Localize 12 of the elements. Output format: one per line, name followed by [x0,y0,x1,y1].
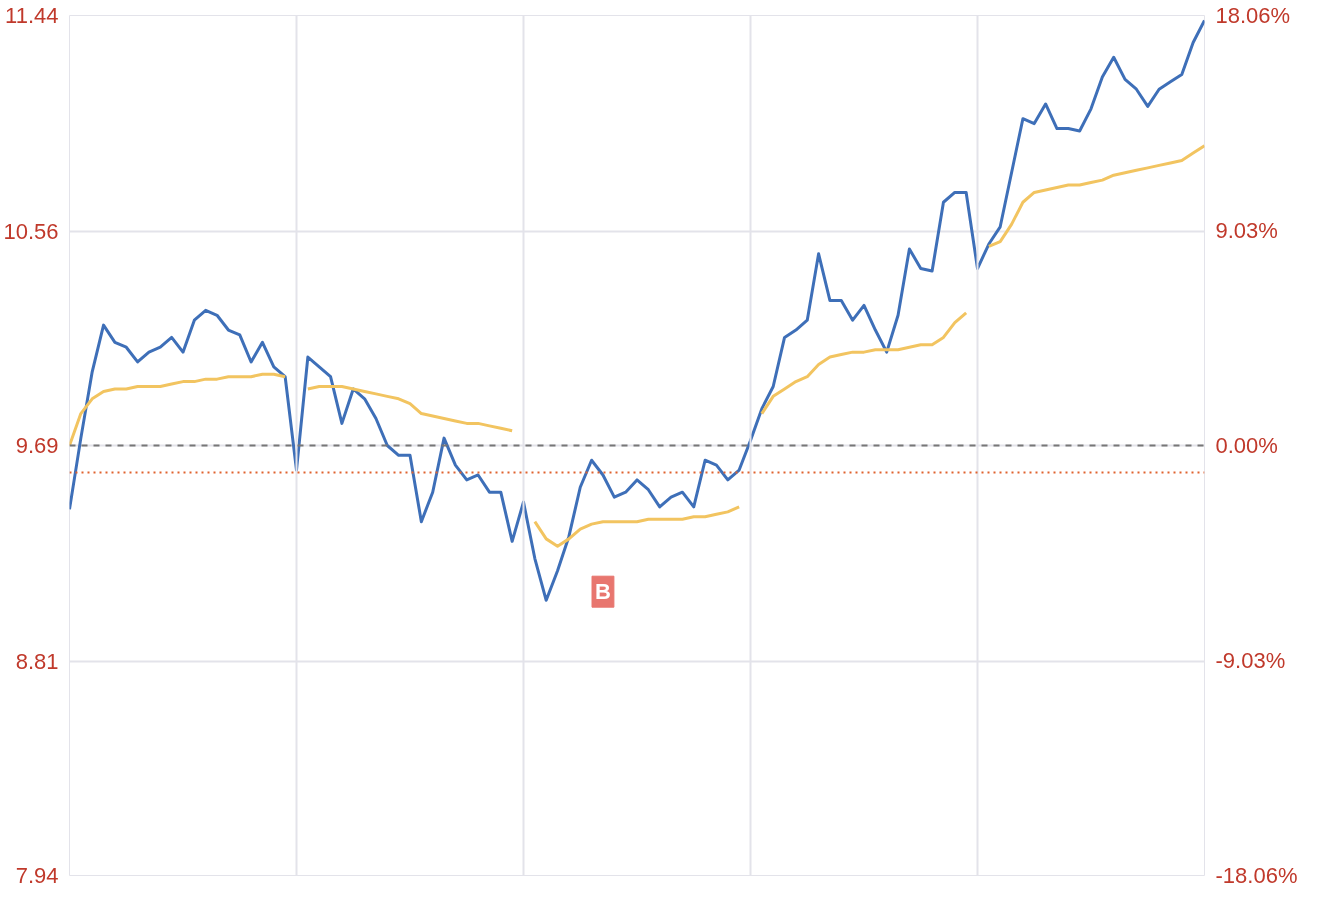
y2-tick-label: 9.03% [1215,218,1278,243]
annotation: B [595,579,611,605]
y2-tick-label: 18.06% [1215,3,1291,28]
y-tick-label: 8.81 [15,649,59,675]
y2-tick-label: -18.06% [1215,863,1298,888]
y-tick-label: 11.44 [5,3,59,28]
y2-tick-label: 0.00% [1215,433,1278,458]
y-tick-label: 7.94 [15,863,59,888]
y-tick-label: 9.69 [15,433,59,458]
y2-tick-label: -9.03% [1215,648,1286,673]
line-series [69,18,1205,602]
y-tick-label: 10.56 [3,219,59,245]
